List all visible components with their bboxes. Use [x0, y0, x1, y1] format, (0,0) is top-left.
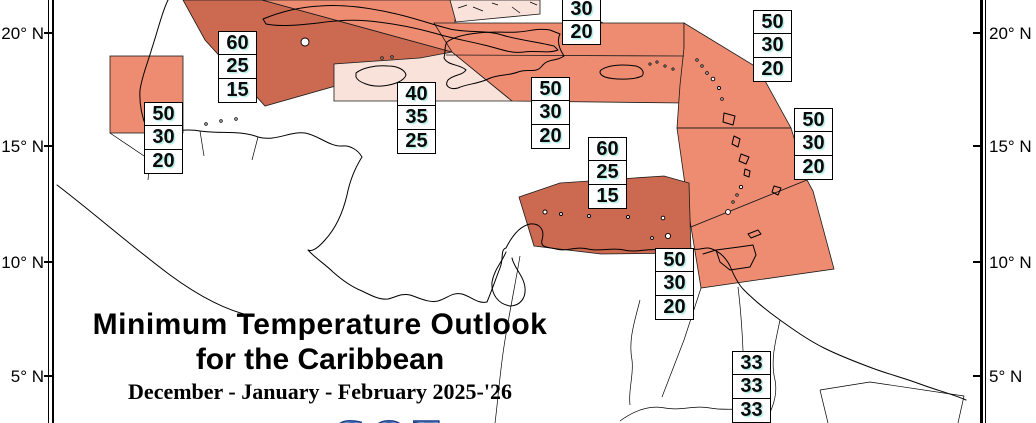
- right-axis-tick: [973, 261, 981, 263]
- probability-label-stack-guianas-zone: 33 33 33: [732, 350, 771, 423]
- zone-hispaniola-band: [433, 22, 685, 104]
- probability-label-stack-jamaica-cayman-zone: 40 35 25: [397, 81, 436, 154]
- zone-bahamas-pale: [449, 0, 541, 23]
- right-axis-label: 10° N: [989, 253, 1032, 272]
- probability-value: 30: [655, 271, 694, 297]
- probability-value: 35: [397, 105, 436, 131]
- probability-value: 50: [531, 76, 570, 102]
- probability-value: 30: [144, 125, 183, 151]
- logo-text-primary: Cari: [262, 418, 333, 423]
- left-axis-tick: [44, 32, 52, 34]
- probability-value: 20: [144, 148, 183, 174]
- probability-value: 30: [794, 131, 833, 157]
- left-axis-label: 5° N: [10, 367, 44, 386]
- logo-text-secondary: COF: [331, 409, 447, 423]
- left-axis-label: 15° N: [1, 137, 44, 156]
- probability-value: 50: [655, 247, 694, 273]
- right-axis-tick: [973, 375, 981, 377]
- probability-value: 20: [562, 20, 601, 46]
- right-axis-tick: [973, 32, 981, 34]
- left-axis-label: 10° N: [1, 253, 44, 272]
- right-axis-label: 20° N: [989, 24, 1032, 43]
- probability-value: 50: [753, 9, 792, 35]
- probability-label-stack-bahamas-north-zone-clipped: 30 20: [562, 0, 601, 46]
- probability-value: 20: [531, 123, 570, 149]
- probability-label-stack-northeast-caribbean-zone: 50 30 20: [753, 9, 792, 82]
- probability-label-stack-hispaniola-zone: 50 30 20: [531, 76, 570, 149]
- probability-value: 25: [588, 160, 627, 186]
- map-title-line2: for the Caribbean: [195, 343, 445, 376]
- probability-label-stack-eastern-caribbean-zone: 50 30 20: [794, 107, 833, 180]
- map-title-period: December - January - February 2025-'26: [128, 379, 512, 404]
- probability-value: 33: [732, 374, 771, 400]
- probability-value: 60: [588, 136, 627, 162]
- probability-value: 33: [732, 350, 771, 376]
- map-title-line1: Minimum Temperature Outlook: [92, 308, 548, 341]
- caricof-logo: CariCOF: [262, 409, 542, 423]
- probability-value: 20: [655, 294, 694, 320]
- probability-value: 33: [732, 397, 771, 423]
- probability-value: 20: [794, 154, 833, 180]
- left-axis-label: 20° N: [1, 24, 44, 43]
- right-axis-label: 5° N: [989, 367, 1023, 386]
- probability-value: 50: [144, 101, 183, 127]
- probability-label-stack-belize: 50 30 20: [144, 101, 183, 174]
- left-axis-inner-line: [48, 0, 49, 423]
- right-axis-frame-line: [980, 0, 983, 423]
- probability-value: 15: [588, 183, 627, 209]
- probability-value: 30: [753, 33, 792, 59]
- probability-value: 15: [218, 77, 257, 103]
- probability-label-stack-western-cuba-zone: 60 25 15: [218, 30, 257, 103]
- probability-value: 50: [794, 107, 833, 133]
- probability-value: 30: [531, 100, 570, 126]
- probability-value: 25: [218, 54, 257, 80]
- left-axis-tick: [44, 261, 52, 263]
- left-axis-tick: [44, 145, 52, 147]
- right-axis-label: 15° N: [989, 137, 1032, 156]
- probability-value: 25: [397, 128, 436, 154]
- zone-abc-islands: [518, 175, 692, 255]
- probability-label-stack-abc-islands-zone: 60 25 15: [588, 136, 627, 209]
- left-axis-tick: [44, 375, 52, 377]
- probability-value: 20: [753, 56, 792, 82]
- probability-label-stack-trinidad-zone: 50 30 20: [655, 247, 694, 320]
- right-axis-inner-line: [984, 0, 986, 423]
- title-block: Minimum Temperature Outlook for the Cari…: [58, 308, 582, 405]
- probability-value: 60: [218, 30, 257, 56]
- right-axis-tick: [973, 145, 981, 147]
- left-axis-frame-line: [51, 0, 54, 423]
- probability-value: 40: [397, 81, 436, 107]
- probability-value: 30: [562, 0, 601, 22]
